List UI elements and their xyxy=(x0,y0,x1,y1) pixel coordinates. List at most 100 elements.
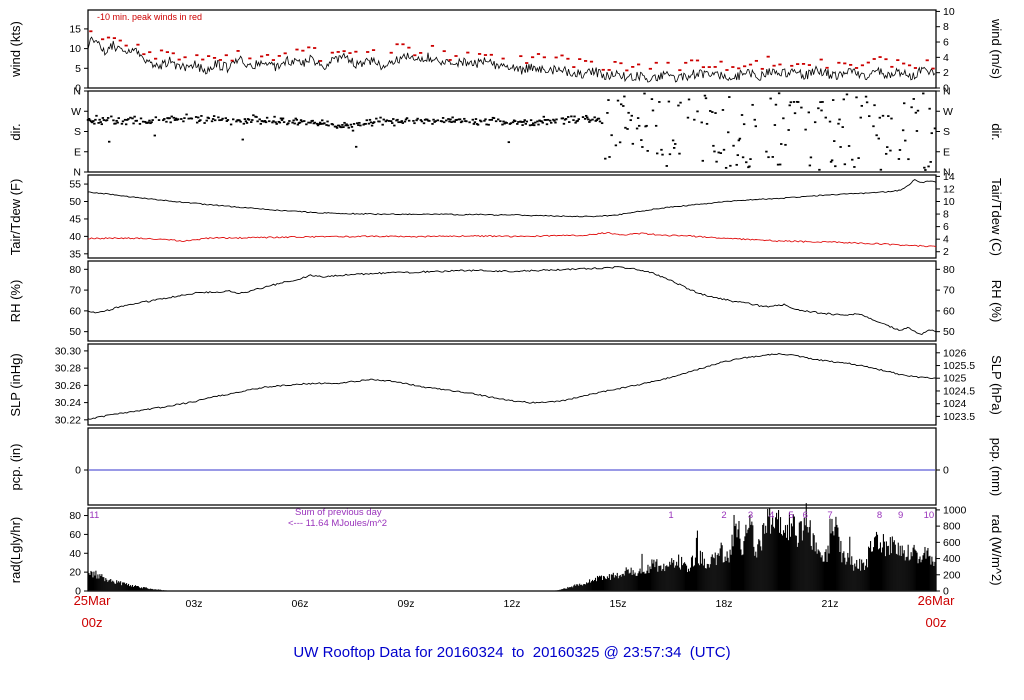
slp-tick-label-right: 1024 xyxy=(943,398,967,410)
dir-dot xyxy=(595,119,598,121)
rad-tick-label-left: 80 xyxy=(69,510,81,522)
x-tick-label: 03z xyxy=(186,598,203,610)
dir-dot xyxy=(129,116,132,119)
dir-dot xyxy=(220,119,223,121)
dir-dot xyxy=(813,121,817,124)
dir-dot xyxy=(884,152,888,155)
dir-dot xyxy=(447,118,450,120)
dir-dot xyxy=(589,119,592,122)
dir-dot xyxy=(106,117,110,119)
dir-dot xyxy=(627,111,630,114)
rad-hour-mark: 1 xyxy=(668,510,673,521)
dir-dot xyxy=(309,121,312,124)
dir-dot xyxy=(608,156,611,158)
dir-dot xyxy=(91,121,94,124)
rad-tick-label-right: 200 xyxy=(943,569,961,581)
dir-dot xyxy=(713,150,716,153)
dir-dot xyxy=(540,120,543,123)
dir-dot xyxy=(342,126,345,128)
dir-dot xyxy=(180,118,183,120)
dir-dot xyxy=(646,149,649,152)
dir-dot xyxy=(897,158,901,160)
dir-dot xyxy=(280,119,284,121)
dir-dot xyxy=(344,124,347,127)
dir-dot xyxy=(338,124,341,127)
dir-dot xyxy=(916,109,920,112)
dir-dot xyxy=(769,97,772,100)
dir-dot xyxy=(232,118,235,121)
rad-tick-label-right: 1000 xyxy=(943,504,967,516)
dir-tick-label-right: S xyxy=(943,126,950,138)
dir-dot xyxy=(564,118,568,120)
dir-dot xyxy=(375,117,378,120)
dir-dot xyxy=(296,123,300,126)
dir-dot xyxy=(279,117,283,120)
dir-tick-label-right: N xyxy=(943,86,951,98)
dir-dot xyxy=(830,159,834,162)
dir-dot xyxy=(242,122,246,125)
rad-tick-label-right: 0 xyxy=(943,586,949,598)
dir-dot xyxy=(88,119,92,122)
dir-dot xyxy=(387,120,391,122)
rh-tick-label-left: 80 xyxy=(69,264,81,276)
dir-dot xyxy=(221,117,224,120)
dir-dot xyxy=(533,124,536,127)
dir-tick-label-right: N xyxy=(943,167,951,179)
dir-tick-label-left: E xyxy=(74,146,81,158)
dir-dot xyxy=(117,117,120,120)
dir-dot xyxy=(923,166,926,169)
dir-dot xyxy=(784,143,787,146)
dir-dot xyxy=(915,130,919,132)
dir-dot xyxy=(449,118,452,121)
dir-dot xyxy=(740,114,744,116)
wind-tick-label-right: 4 xyxy=(943,52,949,64)
dir-dot xyxy=(566,116,570,118)
dir-dot xyxy=(737,139,741,142)
dir-dot xyxy=(108,140,111,143)
dir-dot xyxy=(591,118,594,121)
dir-dot xyxy=(728,96,731,98)
dir-dot xyxy=(717,151,720,154)
dir-dot xyxy=(263,120,267,122)
dir-dot xyxy=(133,115,136,118)
dir-dot xyxy=(299,119,303,122)
dir-dot xyxy=(268,120,271,123)
dir-dot xyxy=(528,124,532,127)
slp-frame xyxy=(87,343,937,426)
dir-dot xyxy=(416,117,419,120)
dir-dot xyxy=(859,116,862,119)
slp-tick-label-right: 1023.5 xyxy=(943,411,975,423)
dir-dot xyxy=(640,139,643,141)
dir-dot xyxy=(853,166,856,168)
dir-dot xyxy=(190,117,194,120)
dir-dot xyxy=(278,121,282,124)
dir-dot xyxy=(251,119,254,121)
dir-dot xyxy=(616,99,620,102)
pcp-tick-label-left: 0 xyxy=(75,465,81,477)
dir-dot xyxy=(99,121,102,123)
dir-dot xyxy=(331,123,335,126)
dir-dot xyxy=(912,98,915,100)
dir-dot xyxy=(370,124,374,127)
dir-dot xyxy=(241,138,244,141)
dir-dot xyxy=(200,115,203,117)
dir-dot xyxy=(821,101,824,103)
dir-dot xyxy=(610,134,613,137)
dir-dot xyxy=(797,101,800,103)
dir-dot xyxy=(326,120,329,123)
dir-dot xyxy=(604,157,607,160)
rad-hour-mark: 3 xyxy=(748,510,753,521)
dir-dot xyxy=(686,116,690,119)
rh-line xyxy=(87,266,937,336)
dir-dot xyxy=(165,120,168,123)
tair-tick-label-right: 8 xyxy=(943,209,949,221)
dir-dot xyxy=(335,126,339,129)
dir-dot xyxy=(407,119,411,122)
dir-dot xyxy=(658,101,661,103)
dir-dot xyxy=(598,120,602,123)
dir-dot xyxy=(426,118,429,121)
dir-dot xyxy=(235,120,238,123)
dir-dot xyxy=(754,125,757,128)
dir-dot xyxy=(441,117,445,119)
dir-dot xyxy=(855,96,858,99)
